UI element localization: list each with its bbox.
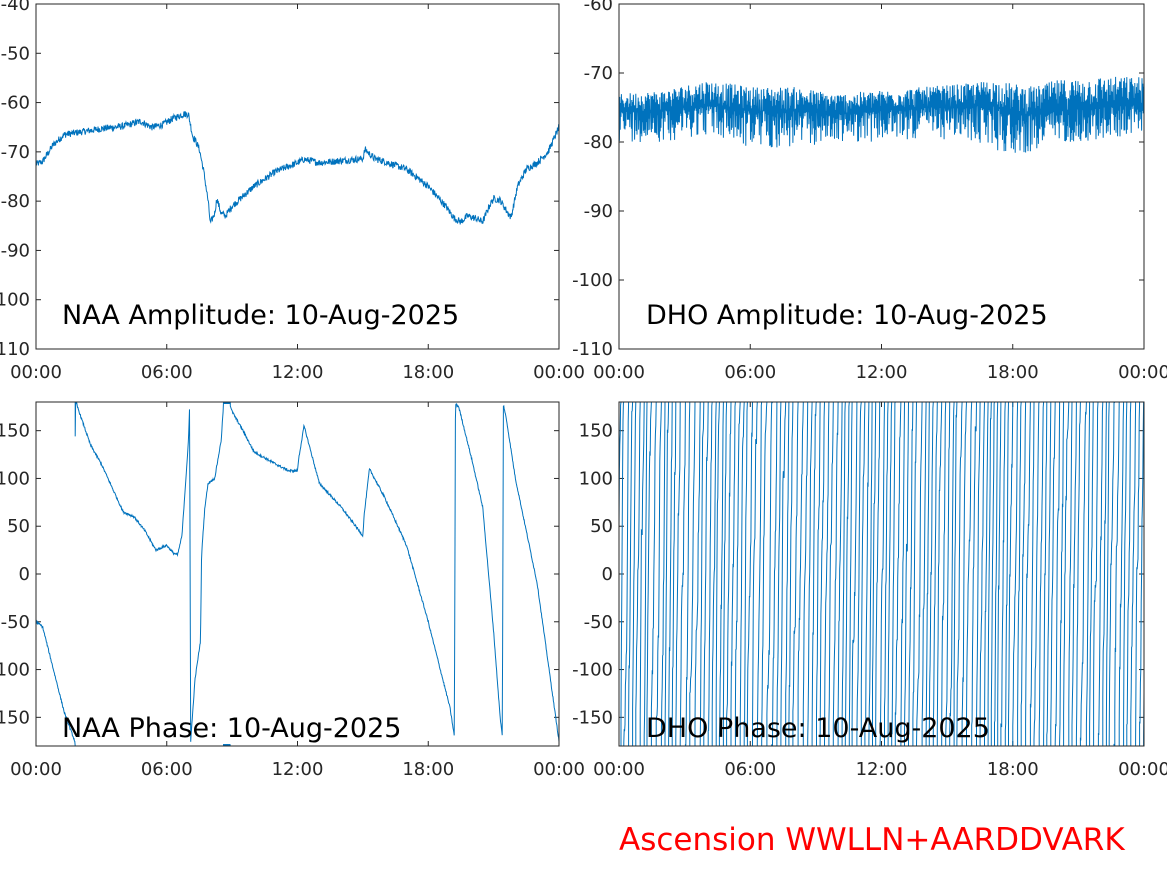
naa-amplitude-title: NAA Amplitude: 10-Aug-2025 [62, 300, 459, 331]
x-tick-label: 12:00 [272, 759, 324, 780]
y-tick-label: 0 [19, 564, 30, 585]
dho-phase-axes-box [618, 401, 1145, 747]
x-tick-label: 06:00 [141, 362, 193, 383]
dho-amplitude-x-ticks: 00:00 06:00 12:00 18:00 00:00 [593, 4, 1167, 383]
y-tick-label: -50 [1, 612, 30, 633]
naa-phase-y-ticks: 150 100 50 0 -50 -100 -150 [0, 421, 559, 728]
y-tick-label: -150 [572, 707, 613, 728]
dho-amplitude-y-ticks: -60 -70 -80 -90 -100 -110 [572, 0, 1144, 360]
x-tick-label: 00:00 [533, 362, 585, 383]
naa-phase-line [36, 402, 559, 746]
y-tick-label: 150 [0, 421, 30, 442]
x-tick-label: 18:00 [402, 362, 454, 383]
y-tick-label: -50 [1, 43, 30, 64]
y-tick-label: 0 [602, 564, 613, 585]
x-tick-label: 00:00 [593, 362, 645, 383]
series-line [619, 402, 1144, 746]
dho-amplitude-title: DHO Amplitude: 10-Aug-2025 [646, 300, 1048, 331]
y-tick-label: 100 [0, 468, 30, 489]
y-tick-label: -90 [584, 201, 613, 222]
y-tick-label: -40 [1, 0, 30, 15]
x-tick-label: 00:00 [10, 362, 62, 383]
y-tick-label: -70 [1, 142, 30, 163]
x-tick-label: 18:00 [987, 362, 1039, 383]
x-tick-label: 06:00 [724, 362, 776, 383]
x-tick-label: 18:00 [402, 759, 454, 780]
y-tick-label: -110 [0, 339, 30, 360]
x-tick-label: 00:00 [1118, 759, 1167, 780]
naa-amplitude-x-ticks: 00:00 06:00 12:00 18:00 00:00 [10, 4, 585, 383]
naa-phase-panel: 150 100 50 0 -50 -100 -150 00:00 06:00 12:00 18:0… [0, 401, 585, 780]
y-tick-label: -100 [572, 270, 613, 291]
y-tick-label: -100 [0, 290, 30, 311]
series-line [619, 76, 1144, 153]
y-tick-label: -60 [584, 0, 613, 15]
x-tick-label: 12:00 [272, 362, 324, 383]
x-tick-label: 00:00 [10, 759, 62, 780]
y-tick-label: -50 [584, 612, 613, 633]
y-tick-label: 50 [590, 516, 613, 537]
x-tick-label: 12:00 [856, 362, 908, 383]
naa-amplitude-axes-box [35, 3, 560, 350]
y-tick-label: 50 [7, 516, 30, 537]
y-tick-label: -100 [572, 660, 613, 681]
naa-amplitude-line [36, 111, 559, 225]
x-tick-label: 00:00 [533, 759, 585, 780]
y-tick-label: -100 [0, 660, 30, 681]
station-footer-label: Ascension WWLLN+AARDDVARK [619, 822, 1125, 858]
naa-phase-axes-box [35, 401, 560, 747]
y-tick-label: -80 [584, 132, 613, 153]
series-line [36, 402, 559, 746]
y-tick-label: -60 [1, 93, 30, 114]
naa-phase-x-ticks: 00:00 06:00 12:00 18:00 00:00 [10, 402, 585, 780]
dho-phase-title: DHO Phase: 10-Aug-2025 [646, 713, 990, 744]
dho-amplitude-line [619, 76, 1144, 153]
y-tick-label: 100 [579, 468, 613, 489]
x-tick-label: 00:00 [593, 759, 645, 780]
dho-phase-x-ticks: 00:00 06:00 12:00 18:00 00:00 [593, 402, 1167, 780]
dho-amplitude-axes-box [618, 3, 1145, 350]
x-tick-label: 00:00 [1118, 362, 1167, 383]
y-tick-label: -110 [572, 339, 613, 360]
x-tick-label: 18:00 [987, 759, 1039, 780]
y-tick-label: -90 [1, 240, 30, 261]
naa-amplitude-panel: -40 -50 -60 -70 -80 -90 -100 -110 00:00 06:00 12:… [0, 0, 585, 383]
y-tick-label: -150 [0, 707, 30, 728]
dho-phase-line [619, 402, 1144, 746]
y-tick-label: 150 [579, 421, 613, 442]
naa-phase-title: NAA Phase: 10-Aug-2025 [62, 713, 401, 744]
x-tick-label: 06:00 [724, 759, 776, 780]
series-line [36, 111, 559, 225]
y-tick-label: -70 [584, 63, 613, 84]
dho-phase-panel: 150 100 50 0 -50 -100 -150 00:00 06:00 12:00 18:0… [572, 401, 1167, 780]
dho-amplitude-panel: -60 -70 -80 -90 -100 -110 00:00 06:00 12:00 18:0… [572, 0, 1167, 383]
naa-amplitude-y-ticks: -40 -50 -60 -70 -80 -90 -100 -110 [0, 0, 559, 360]
y-tick-label: -80 [1, 191, 30, 212]
x-tick-label: 06:00 [141, 759, 193, 780]
x-tick-label: 12:00 [856, 759, 908, 780]
